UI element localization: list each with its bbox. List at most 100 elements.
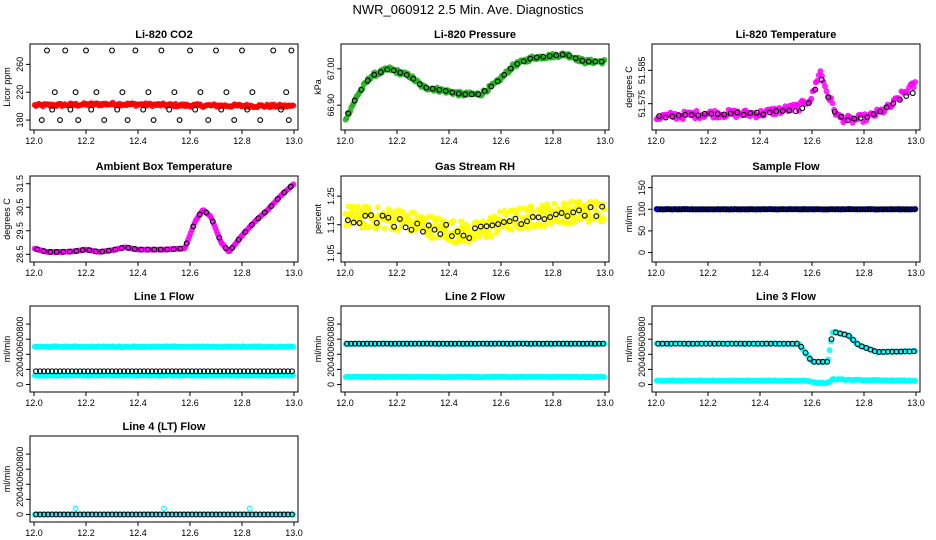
data-point	[508, 226, 515, 233]
data-point	[518, 221, 525, 228]
data-point	[157, 511, 163, 518]
y-tick-label: 800	[15, 447, 25, 462]
data-point	[391, 208, 398, 215]
data-point	[416, 81, 423, 88]
data-point	[564, 213, 571, 219]
data-point	[420, 340, 426, 347]
data-point	[169, 368, 175, 375]
data-point	[145, 368, 151, 375]
x-tick-label: 12.6	[181, 136, 199, 146]
data-point	[444, 340, 450, 347]
data-point	[864, 114, 871, 121]
data-point	[404, 340, 410, 347]
x-tick-label: 13.0	[596, 398, 614, 408]
x-tick-label: 12.4	[129, 136, 147, 146]
data-point	[161, 511, 167, 518]
data-point	[133, 368, 139, 375]
x-tick-label: 12.4	[751, 136, 769, 146]
data-point	[400, 340, 406, 347]
data-point	[679, 206, 685, 213]
data-point	[524, 218, 530, 225]
data-point	[173, 511, 179, 518]
data-point	[850, 336, 857, 343]
data-point	[576, 340, 582, 347]
data-point	[145, 89, 152, 96]
data-point	[828, 336, 835, 343]
data-point	[558, 210, 565, 216]
data-point	[593, 213, 600, 220]
data-point	[480, 340, 486, 347]
data-point	[169, 511, 175, 518]
x-tick-label: 12.0	[647, 398, 665, 408]
data-point	[205, 117, 212, 123]
data-point	[261, 209, 268, 216]
data-point	[356, 340, 362, 347]
x-tick-label: 13.0	[907, 136, 925, 146]
data-point	[37, 511, 43, 518]
data-point	[483, 233, 490, 240]
y-tick-label: 1.25	[326, 187, 336, 205]
data-point	[682, 111, 689, 118]
data-point	[464, 340, 470, 347]
data-point	[53, 368, 59, 375]
data-point	[229, 368, 235, 375]
data-point	[443, 221, 450, 228]
data-point	[229, 511, 235, 518]
data-point	[125, 244, 132, 251]
data-point	[774, 206, 781, 213]
data-point	[197, 511, 203, 518]
data-point	[884, 206, 891, 213]
data-point	[244, 106, 251, 113]
data-point	[66, 248, 73, 255]
panel-title: Sample Flow	[752, 161, 820, 173]
data-point	[235, 236, 242, 243]
data-point	[822, 83, 828, 90]
data-point	[909, 90, 916, 97]
plot-frame	[29, 43, 299, 131]
data-point	[411, 209, 417, 216]
data-point	[101, 117, 108, 123]
data-point	[388, 340, 394, 347]
data-point	[766, 109, 773, 116]
data-point	[528, 340, 534, 347]
data-point	[526, 219, 533, 226]
x-tick-label: 12.4	[440, 136, 458, 146]
data-point	[225, 368, 231, 375]
data-point	[285, 368, 291, 375]
x-tick-label: 13.0	[596, 268, 614, 278]
data-point	[462, 91, 469, 98]
data-point	[488, 83, 495, 90]
data-point	[758, 206, 765, 213]
x-tick-label: 12.6	[492, 398, 510, 408]
data-point	[701, 110, 708, 117]
data-point	[692, 206, 699, 213]
y-tick-label: 200	[15, 362, 25, 377]
data-point	[460, 232, 467, 239]
data-point	[580, 340, 586, 347]
x-tick-label: 12.6	[181, 398, 199, 408]
x-tick-label: 12.0	[336, 268, 354, 278]
y-tick-label: 1.15	[326, 216, 336, 234]
data-point	[911, 206, 918, 213]
data-point	[86, 247, 93, 254]
data-point	[124, 117, 131, 123]
data-point	[390, 67, 397, 74]
x-tick-label: 13.0	[285, 268, 303, 278]
data-point	[760, 111, 767, 118]
data-point	[512, 215, 519, 222]
y-tick-label: 400	[637, 347, 647, 362]
data-point	[358, 86, 365, 93]
data-point	[209, 368, 215, 375]
data-point	[345, 110, 352, 117]
data-point	[261, 368, 267, 375]
data-point	[144, 246, 151, 253]
data-point	[662, 114, 669, 121]
data-point	[714, 206, 721, 213]
data-point	[592, 58, 599, 65]
data-point	[277, 368, 283, 375]
data-point	[585, 58, 592, 65]
data-point	[440, 340, 446, 347]
data-point	[837, 206, 844, 213]
y-tick-label: 51.585	[637, 57, 647, 85]
data-point	[164, 246, 171, 253]
